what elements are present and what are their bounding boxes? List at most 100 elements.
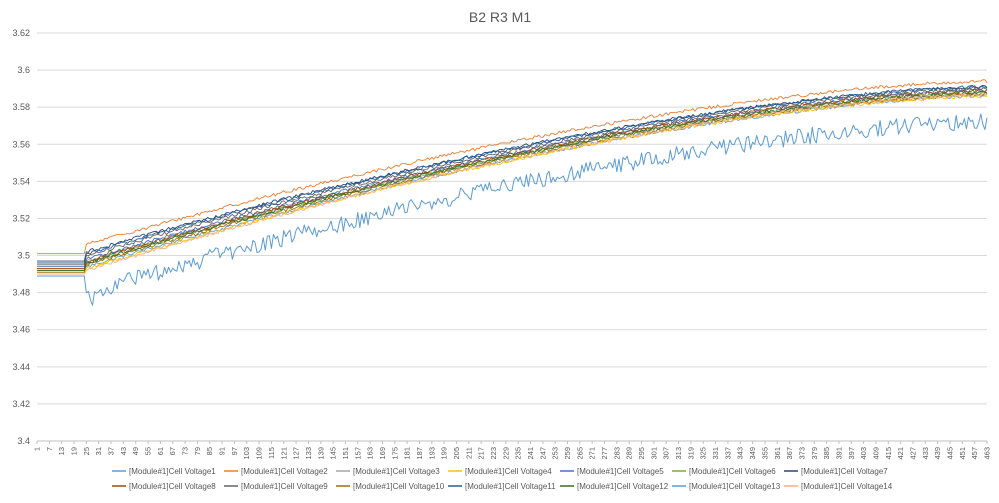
x-tick-label: 451: [958, 447, 967, 460]
x-tick-label: 7: [45, 447, 54, 451]
x-tick-label: 367: [785, 447, 794, 460]
x-tick-label: 217: [477, 447, 486, 460]
x-tick-label: 13: [57, 447, 66, 455]
x-tick-label: 157: [353, 447, 362, 460]
legend-item: [Module#1]Cell Voltage14: [784, 482, 893, 491]
legend-item: [Module#1]Cell Voltage4: [448, 467, 552, 476]
x-tick-label: 193: [427, 447, 436, 460]
y-tick-label: 3.52: [12, 213, 30, 223]
x-tick-label: 433: [921, 447, 930, 460]
legend-item: [Module#1]Cell Voltage13: [672, 482, 781, 491]
legend-item: [Module#1]Cell Voltage8: [112, 482, 216, 491]
legend: [Module#1]Cell Voltage1 [Module#1]Cell Vo…: [112, 467, 893, 491]
y-tick-label: 3.54: [12, 176, 30, 186]
x-tick-label: 139: [316, 447, 325, 460]
y-tick-label: 3.62: [12, 28, 30, 38]
x-tick-label: 355: [760, 447, 769, 460]
x-tick-label: 373: [797, 447, 806, 460]
x-tick-label: 271: [588, 447, 597, 460]
legend-label: [Module#1]Cell Voltage3: [353, 467, 440, 476]
x-tick-label: 31: [94, 447, 103, 455]
series-lines: [37, 79, 988, 306]
x-tick-label: 337: [723, 447, 732, 460]
legend-label: [Module#1]Cell Voltage7: [801, 467, 888, 476]
x-tick-label: 169: [378, 447, 387, 460]
x-tick-label: 241: [526, 447, 535, 460]
x-tick-label: 421: [896, 447, 905, 460]
x-tick-label: 295: [637, 447, 646, 460]
y-tick-label: 3.4: [17, 436, 30, 446]
x-tick-label: 457: [970, 447, 979, 460]
x-tick-label: 163: [366, 447, 375, 460]
x-tick-label: 343: [736, 447, 745, 460]
x-tick-label: 175: [390, 447, 399, 460]
legend-item: [Module#1]Cell Voltage6: [672, 467, 776, 476]
x-tick-label: 289: [625, 447, 634, 460]
x-tick-label: 385: [822, 447, 831, 460]
x-tick-label: 211: [464, 447, 473, 459]
x-tick-label: 403: [859, 447, 868, 460]
legend-label: [Module#1]Cell Voltage10: [353, 482, 445, 491]
legend-label: [Module#1]Cell Voltage4: [465, 467, 552, 476]
x-tick-label: 349: [748, 447, 757, 460]
x-tick-label: 121: [279, 447, 288, 460]
legend-label: [Module#1]Cell Voltage14: [801, 482, 893, 491]
legend-item: [Module#1]Cell Voltage1: [112, 467, 216, 476]
x-tick-label: 55: [144, 447, 153, 455]
x-tick-label: 103: [242, 447, 251, 460]
chart-title: B2 R3 M1: [469, 9, 531, 25]
x-tick-label: 109: [255, 447, 264, 460]
y-tick-label: 3.46: [12, 325, 30, 335]
x-tick-label: 445: [945, 447, 954, 460]
legend-label: [Module#1]Cell Voltage2: [241, 467, 328, 476]
legend-label: [Module#1]Cell Voltage9: [241, 482, 328, 491]
legend-item: [Module#1]Cell Voltage11: [448, 482, 556, 491]
series-line-13: [37, 113, 988, 306]
x-tick-label: 43: [119, 447, 128, 455]
x-tick-label: 49: [131, 447, 140, 455]
legend-item: [Module#1]Cell Voltage12: [560, 482, 669, 491]
x-tick-label: 67: [168, 447, 177, 455]
legend-label: [Module#1]Cell Voltage11: [465, 482, 556, 491]
x-tick-label: 253: [551, 447, 560, 460]
x-tick-label: 283: [612, 447, 621, 460]
x-axis-tick-labels: 1 7 13 19 25 31 37 43 49 55 61 67 73 79 85 91 97 103 109 11…: [33, 441, 992, 460]
x-tick-label: 463: [983, 447, 992, 460]
x-tick-label: 37: [107, 447, 116, 455]
x-tick-label: 25: [82, 447, 91, 455]
x-tick-label: 397: [847, 447, 856, 460]
legend-label: [Module#1]Cell Voltage6: [689, 467, 776, 476]
y-tick-label: 3.44: [12, 362, 30, 372]
legend-label: [Module#1]Cell Voltage1: [129, 467, 216, 476]
x-tick-label: 319: [686, 447, 695, 460]
x-tick-label: 409: [871, 447, 880, 460]
series-line-2: [37, 79, 988, 255]
x-tick-label: 205: [452, 447, 461, 460]
legend-item: [Module#1]Cell Voltage3: [336, 467, 440, 476]
y-tick-label: 3.58: [12, 102, 30, 112]
x-tick-label: 361: [773, 447, 782, 460]
x-tick-label: 427: [908, 447, 917, 460]
legend-item: [Module#1]Cell Voltage9: [224, 482, 328, 491]
legend-item: [Module#1]Cell Voltage10: [336, 482, 445, 491]
x-tick-label: 313: [674, 447, 683, 460]
y-tick-label: 3.42: [12, 399, 30, 409]
series-line-7: [37, 84, 988, 262]
x-tick-label: 379: [810, 447, 819, 460]
x-tick-label: 199: [440, 447, 449, 460]
y-tick-label: 3.56: [12, 139, 30, 149]
x-tick-label: 331: [711, 447, 720, 460]
legend-item: [Module#1]Cell Voltage5: [560, 467, 664, 476]
y-tick-label: 3.5: [17, 251, 30, 261]
x-tick-label: 145: [329, 447, 338, 460]
legend-label: [Module#1]Cell Voltage13: [689, 482, 781, 491]
x-tick-label: 115: [267, 447, 276, 459]
x-tick-label: 247: [538, 447, 547, 460]
x-tick-label: 1: [33, 447, 42, 451]
x-tick-label: 187: [415, 447, 424, 460]
legend-label: [Module#1]Cell Voltage8: [129, 482, 216, 491]
x-tick-label: 91: [218, 447, 227, 455]
x-tick-label: 85: [205, 447, 214, 455]
